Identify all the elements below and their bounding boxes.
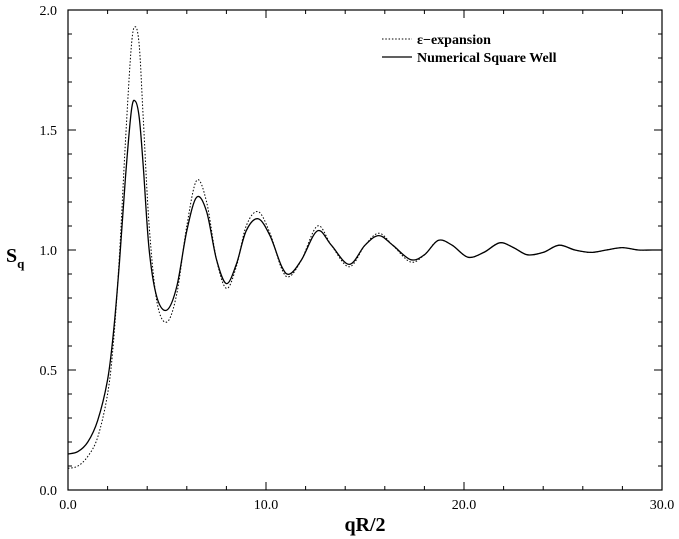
y-tick-label: 1.0 [40,244,58,259]
legend-label-epsilon-expansion: ε−expansion [417,33,491,48]
y-axis-title-subscript: q [17,256,25,271]
x-axis-title: qR/2 [344,514,385,536]
x-tick-label: 20.0 [452,498,477,513]
y-tick-label: 1.5 [40,124,58,139]
y-tick-label: 2.0 [40,4,58,19]
series-line-numerical-square-well [67,99,662,455]
y-axis-title: Sq [6,245,25,271]
y-tick-label: 0.5 [40,364,58,379]
series-line-epsilon-expansion [67,26,662,469]
axis-tick-labels: 0.0 10.0 20.0 30.0 0.0 0.5 1.0 1.5 2.0 [40,4,675,513]
series-layer [67,26,662,469]
x-tick-label: 30.0 [650,498,675,513]
x-tick-label: 10.0 [254,498,279,513]
legend: ε−expansion Numerical Square Well [382,33,557,66]
y-tick-label: 0.0 [40,484,58,499]
legend-label-numerical-square-well: Numerical Square Well [417,51,557,66]
y-axis-title-main: S [6,245,17,267]
x-tick-label: 0.0 [59,498,77,513]
